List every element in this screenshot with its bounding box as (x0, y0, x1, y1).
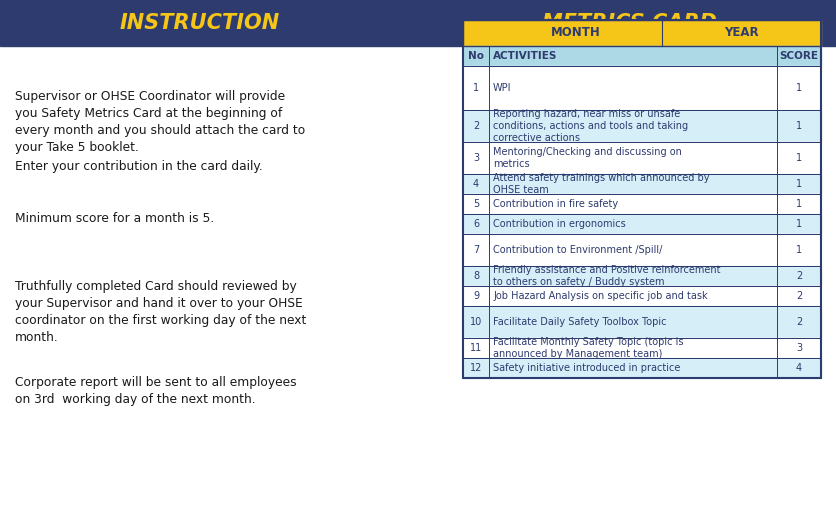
Text: No: No (467, 51, 483, 61)
Text: 2: 2 (795, 291, 801, 301)
Text: 1: 1 (795, 153, 801, 163)
Text: Facilitate Daily Safety Toolbox Topic: Facilitate Daily Safety Toolbox Topic (492, 317, 665, 327)
Bar (462, 266, 820, 286)
Text: Safety initiative introduced in practice: Safety initiative introduced in practice (492, 363, 680, 373)
Text: 9: 9 (472, 291, 478, 301)
Text: Contribution in ergonomics: Contribution in ergonomics (492, 219, 625, 229)
Bar (462, 286, 820, 306)
Text: 12: 12 (469, 363, 482, 373)
Bar (462, 20, 820, 378)
Text: 4: 4 (795, 363, 801, 373)
Bar (462, 358, 820, 378)
Text: 11: 11 (469, 343, 482, 353)
Bar (462, 214, 820, 234)
Text: WPI: WPI (492, 83, 511, 93)
Bar (0, 0, 836, 46)
Bar (462, 306, 820, 338)
Text: 5: 5 (472, 199, 478, 209)
Bar (462, 66, 820, 110)
Bar (462, 66, 820, 110)
Text: Supervisor or OHSE Coordinator will provide
you Safety Metrics Card at the begin: Supervisor or OHSE Coordinator will prov… (15, 90, 305, 154)
Text: 3: 3 (472, 153, 478, 163)
Text: 8: 8 (472, 271, 478, 281)
Bar (462, 234, 820, 266)
Text: 6: 6 (472, 219, 478, 229)
Text: Contribution in fire safety: Contribution in fire safety (492, 199, 618, 209)
Text: 2: 2 (472, 121, 478, 131)
Bar (462, 194, 820, 214)
Text: 7: 7 (472, 245, 478, 255)
Text: 2: 2 (795, 271, 801, 281)
Text: Attend safety trainings which announced by
OHSE team: Attend safety trainings which announced … (492, 173, 709, 195)
Text: MONTH: MONTH (550, 26, 599, 40)
Text: Enter your contribution in the card daily.: Enter your contribution in the card dail… (15, 160, 263, 173)
Text: Truthfully completed Card should reviewed by
your Supervisor and hand it over to: Truthfully completed Card should reviewe… (15, 280, 306, 344)
Bar (462, 266, 820, 286)
Bar (462, 110, 820, 142)
Bar (462, 358, 820, 378)
Bar (462, 20, 820, 46)
Text: 10: 10 (469, 317, 482, 327)
Text: 1: 1 (795, 219, 801, 229)
Bar (462, 338, 820, 358)
Bar (462, 306, 820, 338)
Bar (462, 142, 820, 174)
Bar (462, 46, 820, 66)
Text: Minimum score for a month is 5.: Minimum score for a month is 5. (15, 212, 214, 225)
Text: Corporate report will be sent to all employees
on 3rd  working day of the next m: Corporate report will be sent to all emp… (15, 376, 296, 406)
Text: 1: 1 (472, 83, 478, 93)
Text: INSTRUCTION: INSTRUCTION (120, 13, 280, 33)
Text: 2: 2 (795, 317, 801, 327)
Bar (462, 234, 820, 266)
Bar (462, 174, 820, 194)
Bar (462, 110, 820, 142)
Text: Mentoring/Checking and discussing on
metrics: Mentoring/Checking and discussing on met… (492, 147, 681, 169)
Text: SCORE: SCORE (778, 51, 818, 61)
Text: 1: 1 (795, 199, 801, 209)
Text: Facilitate Monthly Safety Topic (topic is
announced by Management team): Facilitate Monthly Safety Topic (topic i… (492, 337, 683, 359)
Text: Friendly assistance and Positive reinforcement
to others on safety / Buddy syste: Friendly assistance and Positive reinfor… (492, 265, 720, 287)
Bar (462, 194, 820, 214)
Text: 1: 1 (795, 83, 801, 93)
Text: 4: 4 (472, 179, 478, 189)
Text: ACTIVITIES: ACTIVITIES (492, 51, 557, 61)
Text: Job Hazard Analysis on specific job and task: Job Hazard Analysis on specific job and … (492, 291, 706, 301)
Text: METRICS CARD: METRICS CARD (542, 13, 716, 33)
Bar (462, 20, 820, 46)
Text: Reporting hazard, near miss or unsafe
conditions, actions and tools and taking
c: Reporting hazard, near miss or unsafe co… (492, 109, 687, 144)
Bar (462, 174, 820, 194)
Text: 1: 1 (795, 179, 801, 189)
Text: Contribution to Environment /Spill/: Contribution to Environment /Spill/ (492, 245, 661, 255)
Bar (462, 338, 820, 358)
Text: YEAR: YEAR (723, 26, 757, 40)
Bar (462, 142, 820, 174)
Text: 3: 3 (795, 343, 801, 353)
Text: 1: 1 (795, 245, 801, 255)
Bar (462, 214, 820, 234)
Bar (462, 46, 820, 66)
Text: 1: 1 (795, 121, 801, 131)
Bar (462, 286, 820, 306)
